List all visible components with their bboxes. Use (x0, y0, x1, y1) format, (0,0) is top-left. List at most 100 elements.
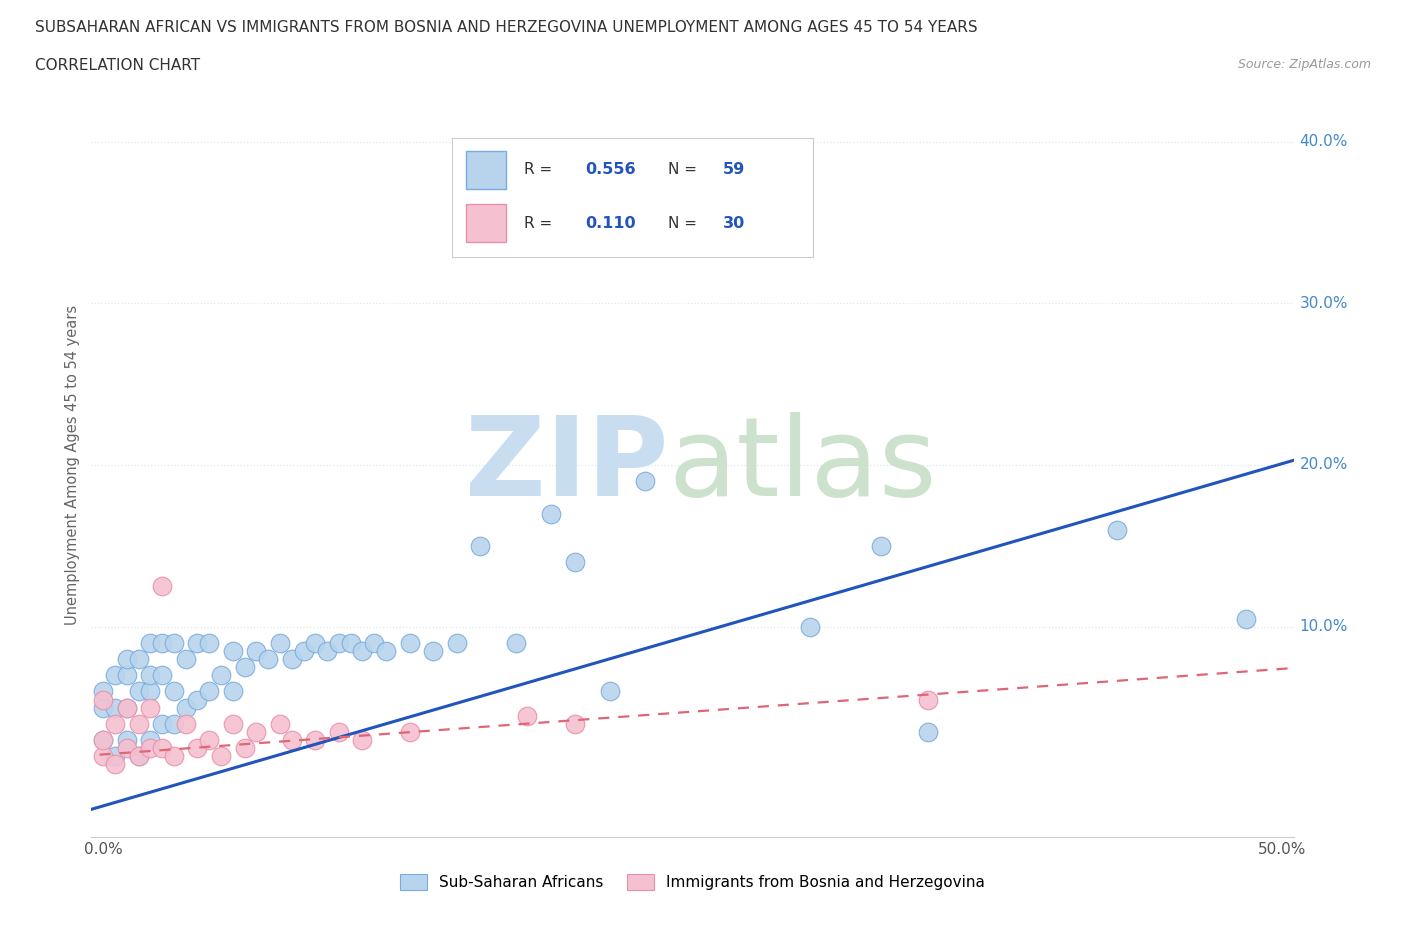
Point (281, 733, 304, 748)
Point (186, 692, 208, 707)
Point (150, 716, 173, 731)
Text: N =: N = (668, 216, 702, 231)
Point (91, 749, 114, 764)
Point (1105, 523, 1128, 538)
Point (917, 692, 939, 707)
Point (150, 740, 173, 755)
Point (375, 644, 398, 658)
Point (91, 692, 114, 707)
Point (128, 684, 150, 698)
Point (91, 684, 114, 698)
Point (139, 700, 162, 715)
Point (115, 700, 138, 715)
Text: 0.110: 0.110 (585, 216, 636, 231)
Text: ZIP: ZIP (465, 411, 668, 519)
Point (186, 740, 208, 755)
Point (304, 733, 326, 748)
Point (150, 668, 173, 683)
Point (516, 709, 538, 724)
Point (186, 635, 208, 650)
Point (269, 635, 291, 650)
Text: 59: 59 (723, 162, 745, 178)
Point (174, 700, 197, 715)
Legend: Sub-Saharan Africans, Immigrants from Bosnia and Herzegovina: Sub-Saharan Africans, Immigrants from Bo… (394, 868, 991, 897)
Point (540, 506, 562, 521)
Text: atlas: atlas (668, 411, 936, 519)
Text: Source: ZipAtlas.com: Source: ZipAtlas.com (1237, 58, 1371, 71)
Point (163, 684, 186, 698)
Point (222, 644, 245, 658)
Text: R =: R = (524, 162, 557, 178)
Point (245, 724, 267, 739)
Point (174, 652, 197, 667)
Point (104, 700, 127, 715)
Point (917, 724, 939, 739)
Text: 0.556: 0.556 (585, 162, 636, 178)
Point (139, 635, 162, 650)
Point (505, 635, 527, 650)
Point (281, 652, 304, 667)
Point (304, 635, 326, 650)
Point (564, 554, 586, 569)
Point (634, 473, 657, 488)
Point (222, 716, 245, 731)
Point (233, 659, 256, 674)
Point (139, 733, 162, 748)
Text: 10.0%: 10.0% (1299, 619, 1348, 634)
Point (139, 684, 162, 698)
Point (104, 757, 127, 772)
Text: 20.0%: 20.0% (1299, 458, 1348, 472)
Point (198, 635, 221, 650)
Point (470, 538, 492, 553)
Point (115, 733, 138, 748)
Point (398, 635, 420, 650)
Point (209, 749, 232, 764)
Text: 30: 30 (723, 216, 745, 231)
Point (1234, 611, 1257, 626)
Point (422, 644, 444, 658)
Text: 40.0%: 40.0% (1299, 134, 1348, 149)
Point (115, 700, 138, 715)
Point (198, 684, 221, 698)
Point (398, 724, 420, 739)
Point (352, 644, 374, 658)
Point (799, 619, 821, 634)
Point (128, 716, 150, 731)
Point (91, 733, 114, 748)
Point (599, 684, 621, 698)
Text: 30.0%: 30.0% (1299, 296, 1348, 311)
Point (128, 749, 150, 764)
Point (222, 684, 245, 698)
Point (104, 716, 127, 731)
Point (564, 716, 586, 731)
Point (163, 749, 186, 764)
Point (174, 716, 197, 731)
Point (104, 749, 127, 764)
Text: CORRELATION CHART: CORRELATION CHART (35, 58, 200, 73)
Point (115, 668, 138, 683)
Point (91, 700, 114, 715)
Point (339, 635, 361, 650)
FancyBboxPatch shape (467, 151, 506, 189)
Point (328, 635, 350, 650)
FancyBboxPatch shape (467, 205, 506, 243)
Point (363, 635, 385, 650)
Point (328, 724, 350, 739)
Text: N =: N = (668, 162, 702, 178)
Point (163, 635, 186, 650)
Point (128, 749, 150, 764)
Point (209, 668, 232, 683)
Point (198, 733, 221, 748)
Point (91, 733, 114, 748)
Point (104, 668, 127, 683)
Point (139, 668, 162, 683)
Text: SUBSAHARAN AFRICAN VS IMMIGRANTS FROM BOSNIA AND HERZEGOVINA UNEMPLOYMENT AMONG : SUBSAHARAN AFRICAN VS IMMIGRANTS FROM BO… (35, 20, 977, 35)
Text: R =: R = (524, 216, 557, 231)
Point (245, 644, 267, 658)
Point (316, 644, 339, 658)
Point (269, 716, 291, 731)
Point (233, 740, 256, 755)
Point (292, 644, 315, 658)
Point (139, 740, 162, 755)
Point (163, 716, 186, 731)
